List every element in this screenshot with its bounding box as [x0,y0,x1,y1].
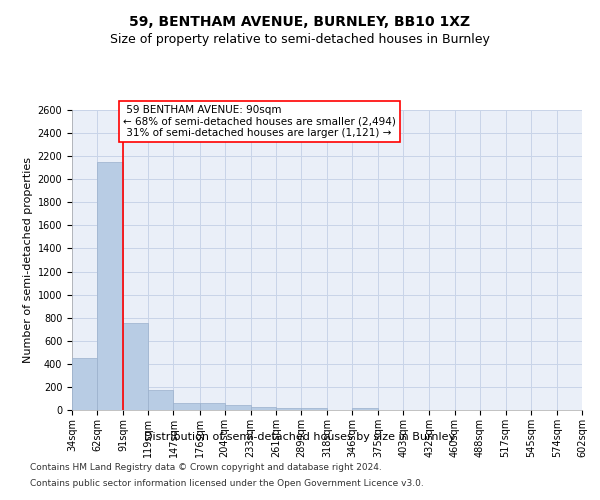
Text: Contains public sector information licensed under the Open Government Licence v3: Contains public sector information licen… [30,478,424,488]
Bar [301,408,327,410]
Bar [148,390,173,410]
Bar [97,162,123,410]
Bar [173,403,199,410]
Bar [199,403,224,410]
Text: Contains HM Land Registry data © Crown copyright and database right 2024.: Contains HM Land Registry data © Crown c… [30,464,382,472]
Bar [251,406,276,410]
Text: 59, BENTHAM AVENUE, BURNLEY, BB10 1XZ: 59, BENTHAM AVENUE, BURNLEY, BB10 1XZ [130,15,470,29]
Bar [72,358,97,410]
Bar [123,324,148,410]
Y-axis label: Number of semi-detached properties: Number of semi-detached properties [23,157,34,363]
Text: Distribution of semi-detached houses by size in Burnley: Distribution of semi-detached houses by … [145,432,455,442]
Text: Size of property relative to semi-detached houses in Burnley: Size of property relative to semi-detach… [110,32,490,46]
Bar [352,408,378,410]
Bar [224,406,251,410]
Bar [276,408,301,410]
Text: 59 BENTHAM AVENUE: 90sqm
← 68% of semi-detached houses are smaller (2,494)
 31% : 59 BENTHAM AVENUE: 90sqm ← 68% of semi-d… [123,105,396,138]
